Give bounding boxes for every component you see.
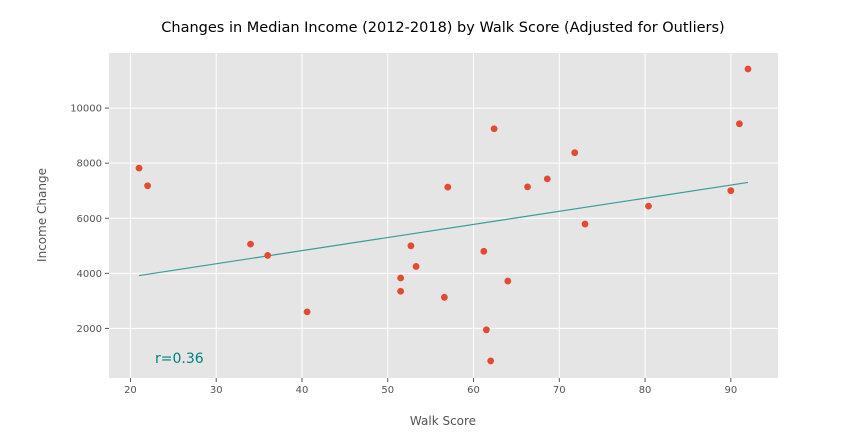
x-tick-label: 70 xyxy=(553,385,566,396)
y-tick-label: 4000 xyxy=(77,269,102,280)
x-axis-ticks: 20 30 40 50 60 70 80 90 xyxy=(124,378,737,396)
data-point xyxy=(480,247,488,255)
data-point xyxy=(490,125,498,133)
correlation-annotation: r=0.36 xyxy=(155,351,204,367)
data-point xyxy=(440,293,448,301)
trend-line xyxy=(138,181,749,277)
y-axis-ticks: 2000 4000 6000 8000 10000 xyxy=(70,104,109,335)
grid-lines xyxy=(109,53,778,378)
data-point xyxy=(397,287,405,295)
x-tick-label: 80 xyxy=(639,385,652,396)
data-point xyxy=(571,149,579,157)
x-tick-label: 40 xyxy=(296,385,309,396)
data-point xyxy=(744,65,752,73)
data-point xyxy=(303,308,311,316)
x-tick-label: 50 xyxy=(381,385,394,396)
data-points xyxy=(135,65,752,365)
x-tick-label: 60 xyxy=(467,385,480,396)
data-point xyxy=(487,357,495,365)
data-point xyxy=(736,120,743,128)
data-point xyxy=(407,242,415,250)
x-axis-label: Walk Score xyxy=(410,414,476,428)
y-tick-label: 10000 xyxy=(70,104,102,115)
data-point xyxy=(504,277,512,285)
data-point xyxy=(144,182,151,190)
data-point xyxy=(543,175,551,183)
chart-title: Changes in Median Income (2012-2018) by … xyxy=(161,20,724,36)
data-point xyxy=(135,164,143,172)
x-tick-label: 30 xyxy=(210,385,223,396)
plot-area xyxy=(109,53,778,378)
data-point xyxy=(397,274,405,282)
data-point xyxy=(444,183,452,191)
y-tick-label: 6000 xyxy=(77,214,102,225)
data-point xyxy=(412,263,420,270)
data-point xyxy=(581,220,589,228)
data-point xyxy=(645,202,652,210)
x-tick-label: 20 xyxy=(124,385,137,396)
data-point xyxy=(247,240,254,248)
data-point xyxy=(482,326,490,334)
y-tick-label: 2000 xyxy=(77,324,102,335)
data-point xyxy=(524,183,531,191)
y-axis-label: Income Change xyxy=(35,168,49,262)
x-tick-label: 90 xyxy=(724,385,737,396)
data-point xyxy=(727,187,735,195)
y-tick-label: 8000 xyxy=(77,159,102,170)
data-point xyxy=(264,252,272,259)
